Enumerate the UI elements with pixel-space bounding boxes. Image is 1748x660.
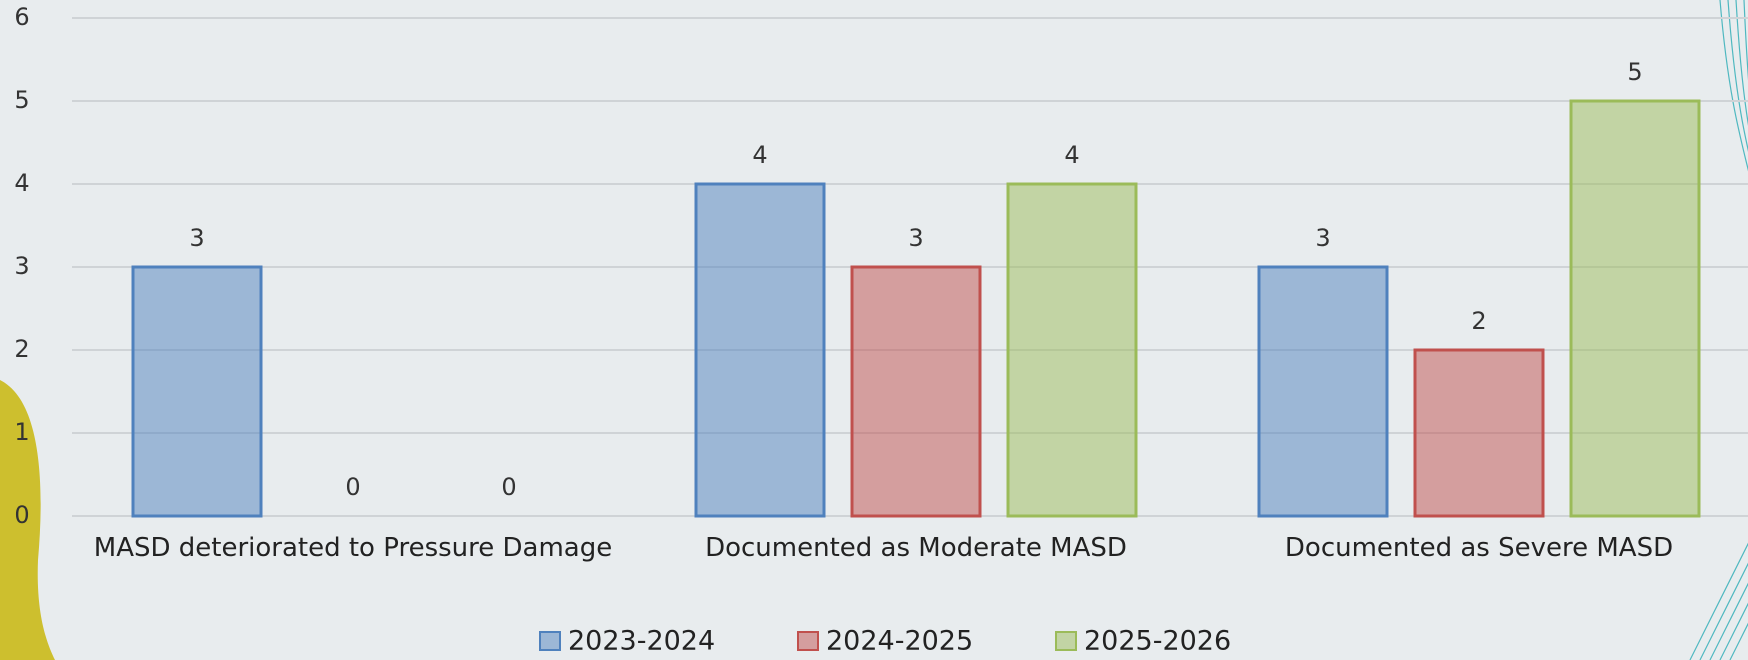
value-label: 3 — [908, 224, 923, 252]
legend-label: 2024-2025 — [826, 626, 973, 657]
x-tick-label: Documented as Moderate MASD — [646, 532, 1186, 564]
bar — [1259, 267, 1387, 516]
y-tick-label: 4 — [14, 169, 29, 197]
bar — [1008, 184, 1136, 516]
value-label: 5 — [1627, 58, 1642, 86]
legend-swatch — [1056, 632, 1076, 650]
y-tick-label: 5 — [14, 86, 29, 114]
y-tick-label: 6 — [14, 3, 29, 31]
bar — [133, 267, 261, 516]
x-tick-label: MASD deteriorated to Pressure Damage — [83, 532, 623, 564]
x-tick-label: Documented as Severe MASD — [1209, 532, 1748, 564]
value-label: 3 — [1315, 224, 1330, 252]
bar — [696, 184, 824, 516]
value-label: 2 — [1471, 307, 1486, 335]
bar — [1415, 350, 1543, 516]
page: 0 1 2 3 4 5 6 3 0 0 4 3 4 3 2 5 2023-2024 2024-2025 2025-2… — [0, 0, 1748, 660]
bar — [1571, 101, 1699, 516]
y-tick-label: 3 — [14, 252, 29, 280]
y-tick-label: 2 — [14, 335, 29, 363]
legend-swatch — [540, 632, 560, 650]
value-label: 0 — [501, 473, 516, 501]
value-label: 4 — [1064, 141, 1079, 169]
legend-swatch — [798, 632, 818, 650]
bar — [852, 267, 980, 516]
y-tick-label: 1 — [14, 418, 29, 446]
value-label: 0 — [345, 473, 360, 501]
value-label: 4 — [752, 141, 767, 169]
y-tick-label: 0 — [14, 501, 29, 529]
value-label: 3 — [189, 224, 204, 252]
legend-label: 2023-2024 — [568, 626, 715, 657]
legend-label: 2025-2026 — [1084, 626, 1231, 657]
